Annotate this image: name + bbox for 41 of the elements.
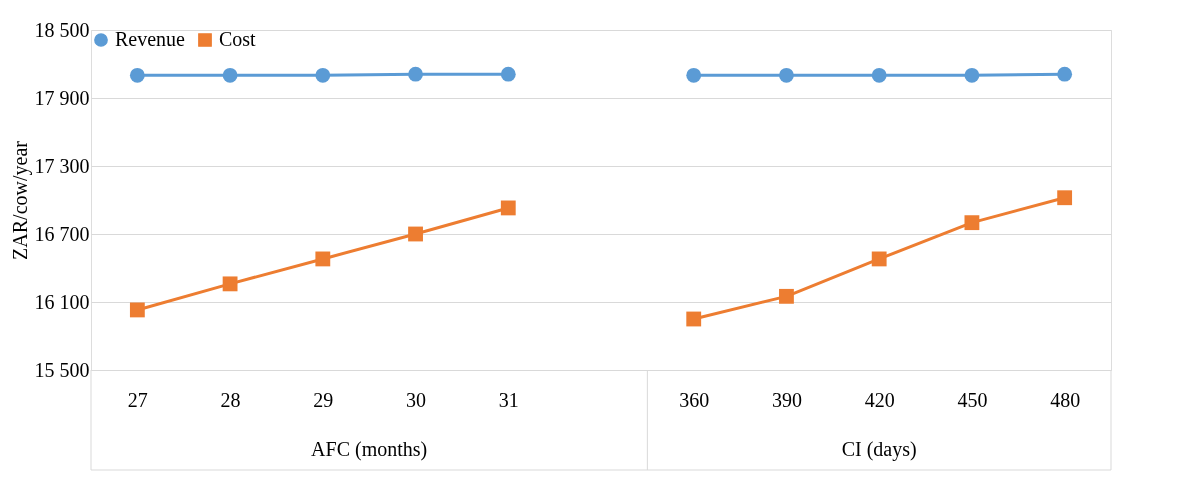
point [315, 251, 331, 267]
point [686, 311, 702, 327]
point [315, 67, 331, 83]
x-tick-label: 27 [127, 388, 148, 411]
point [408, 66, 423, 82]
point [1057, 66, 1073, 82]
point [779, 288, 794, 304]
x-tick-label: 360 [679, 388, 710, 411]
y-tick-label: 18 500 [34, 18, 90, 41]
x-tick-label: 480 [1050, 388, 1081, 411]
point [871, 67, 887, 83]
x-tick-label: 28 [220, 388, 241, 411]
y-tick-label: 16 100 [34, 290, 90, 313]
point [964, 67, 980, 83]
legend-label: Cost [219, 28, 257, 50]
x-tick-label: 420 [864, 388, 895, 411]
point [129, 67, 145, 83]
x-tick-label: 450 [957, 388, 988, 411]
text: AFC (months) [311, 438, 428, 461]
point [408, 226, 423, 242]
y-tick-label: 15 500 [34, 358, 90, 381]
x-tick-label: 390 [771, 388, 802, 411]
y-axis-title: ZAR/cow/year [8, 140, 32, 260]
y-tick-label: 16 700 [34, 222, 90, 245]
x-tick-label: 29 [313, 388, 334, 411]
point [964, 215, 980, 231]
point [779, 67, 794, 83]
y-tick-label: 17 300 [34, 154, 90, 177]
point [129, 302, 145, 318]
text: CI (days) [841, 438, 917, 461]
x-tick-label: 30 [406, 388, 427, 411]
point [500, 200, 516, 216]
x-tick-label: 31 [498, 388, 519, 411]
point [686, 67, 702, 83]
point [1057, 190, 1073, 206]
point [500, 66, 516, 82]
legend-label: Revenue [115, 28, 186, 50]
point [222, 276, 238, 292]
y-tick-label: 17 900 [34, 86, 90, 109]
point [222, 67, 238, 83]
point [871, 251, 887, 267]
